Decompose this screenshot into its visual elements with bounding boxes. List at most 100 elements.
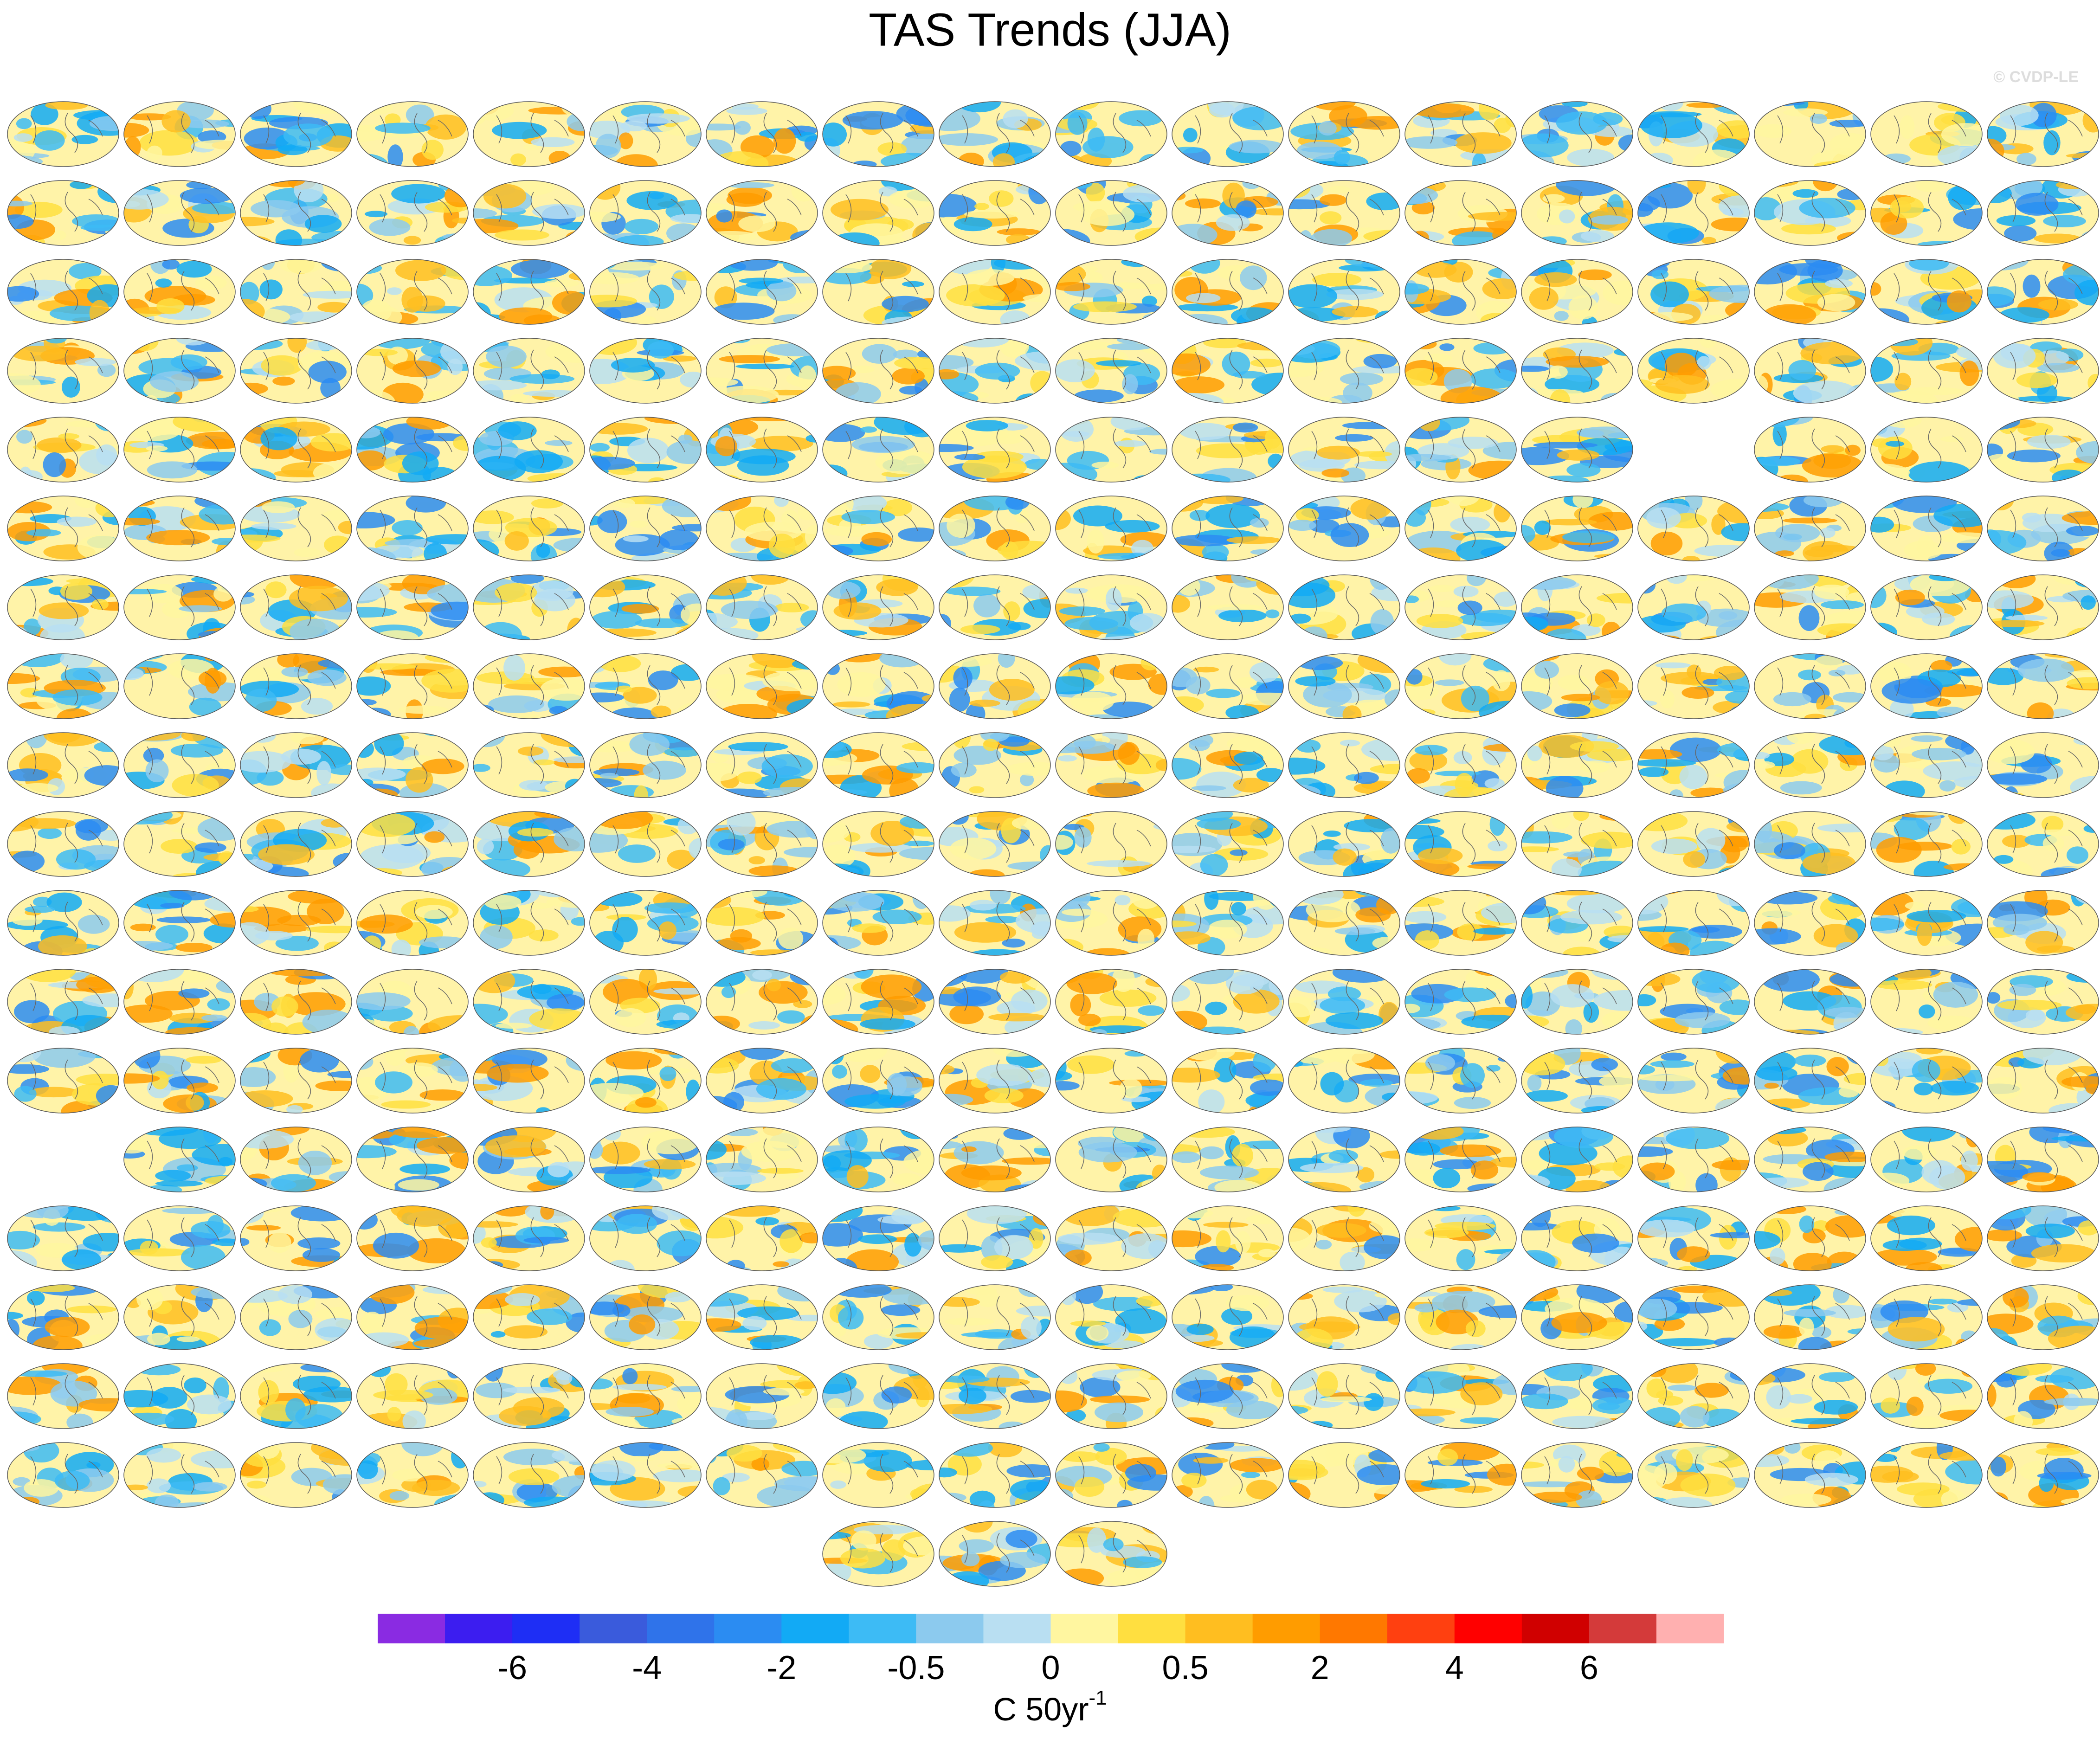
map-blob	[966, 703, 986, 719]
map-blob	[124, 1206, 159, 1210]
map-blob	[316, 761, 331, 786]
map-outline	[939, 1048, 1051, 1114]
map-outline	[473, 574, 585, 640]
map-blob	[1172, 921, 1197, 927]
map-blob	[826, 892, 884, 912]
map-blob	[61, 376, 80, 398]
map-panel	[1288, 811, 1400, 876]
map-blob	[1208, 102, 1244, 116]
map-blob	[1638, 749, 1682, 760]
map-blob	[1770, 1248, 1785, 1265]
map-blob	[756, 1078, 807, 1100]
map-outline	[1987, 259, 2099, 325]
map-blob	[1172, 696, 1204, 714]
map-blob	[969, 900, 997, 911]
map-blob	[304, 215, 342, 233]
map-blob	[603, 261, 664, 271]
map-blob	[1754, 752, 1770, 760]
map-blob	[1927, 1015, 1978, 1031]
coastline	[1544, 1217, 1617, 1257]
map-outline	[1987, 338, 2099, 404]
map-blob	[1754, 374, 1768, 395]
map-blob	[2066, 525, 2099, 536]
map-blob	[1429, 585, 1456, 592]
map-outline	[1288, 417, 1400, 483]
map-blob	[939, 355, 974, 370]
map-blob	[1405, 454, 1451, 462]
map-outline	[7, 1284, 119, 1350]
map-outline	[939, 732, 1051, 798]
coastline	[1661, 744, 1733, 784]
map-blob	[1521, 616, 1548, 632]
map-blob	[1061, 1206, 1120, 1226]
map-blob	[1474, 969, 1510, 976]
map-blob	[1335, 434, 1373, 442]
map-blob	[590, 1082, 644, 1103]
coastline	[1544, 980, 1617, 1021]
map-blob	[1288, 996, 1316, 1017]
coastline	[962, 192, 1035, 232]
map-blob	[1297, 142, 1342, 160]
map-blob	[1301, 626, 1327, 640]
map-blob	[495, 229, 549, 241]
map-panel	[7, 811, 119, 876]
map-blob	[662, 496, 701, 517]
coastline	[845, 744, 918, 784]
map-blob	[1414, 496, 1431, 515]
map-blob	[1178, 577, 1200, 596]
map-panel	[1056, 1048, 1167, 1113]
map-blob	[1798, 605, 1820, 631]
map-blob	[2025, 1009, 2045, 1021]
map-blob	[1871, 1172, 1910, 1189]
coastline	[612, 270, 685, 311]
map-blob	[1495, 654, 1516, 659]
map-blob	[327, 1180, 352, 1192]
map-blob	[1203, 338, 1246, 348]
coastline	[1311, 507, 1384, 547]
map-panel	[1871, 102, 1982, 167]
map-blob	[1644, 312, 1693, 322]
map-blob	[670, 214, 701, 224]
coastline	[380, 270, 452, 311]
map-blob	[766, 343, 818, 357]
map-outline	[123, 732, 236, 798]
map-blob	[2066, 846, 2088, 864]
map-blob	[473, 1004, 508, 1025]
map-blob	[706, 1343, 740, 1350]
map-panel	[1056, 259, 1167, 324]
map-blob	[656, 1020, 701, 1029]
map-blob	[1578, 269, 1612, 281]
coastline	[1428, 507, 1501, 547]
map-blob	[308, 361, 347, 384]
map-blob	[994, 1235, 1033, 1260]
map-panel	[7, 259, 119, 324]
map-blob	[1467, 1183, 1515, 1192]
map-blob	[1638, 222, 1699, 244]
map-blob	[2074, 280, 2099, 306]
map-outline	[1288, 1205, 1400, 1271]
map-outline	[1404, 969, 1517, 1035]
map-blob	[283, 123, 333, 148]
map-blob	[186, 1056, 222, 1064]
coastline	[1544, 270, 1617, 311]
map-outline	[1055, 1205, 1167, 1271]
map-outline	[1870, 417, 1983, 483]
map-outline	[356, 259, 469, 325]
map-blob	[969, 786, 985, 793]
map-blob	[176, 1336, 200, 1342]
map-blob	[728, 742, 788, 752]
map-blob	[287, 338, 307, 353]
map-blob	[594, 891, 643, 907]
map-blob	[297, 1237, 341, 1249]
map-panel	[124, 1127, 235, 1192]
map-blob	[1683, 851, 1706, 868]
map-panel	[357, 259, 468, 324]
map-blob	[1542, 194, 1565, 203]
map-blob	[124, 733, 181, 741]
coastline	[1777, 192, 1850, 232]
map-outline	[1637, 890, 1750, 956]
map-blob	[170, 354, 207, 370]
map-blob	[566, 1312, 585, 1333]
map-blob	[1006, 762, 1050, 776]
map-blob	[1878, 436, 1913, 460]
